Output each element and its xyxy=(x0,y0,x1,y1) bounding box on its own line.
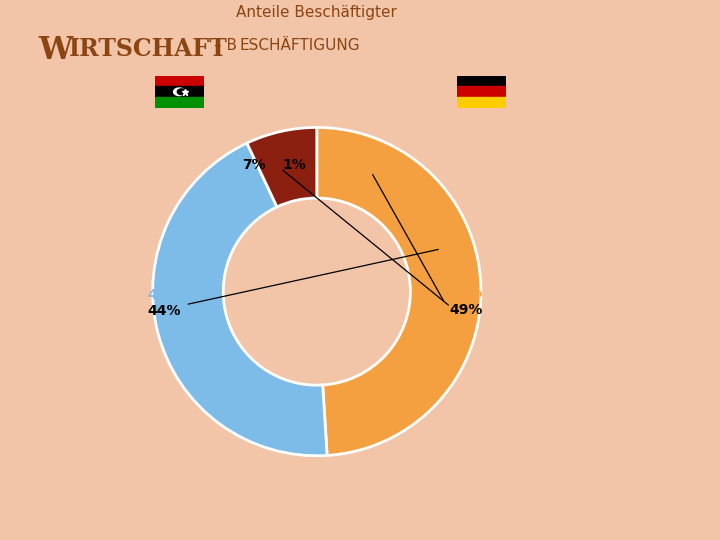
Text: ESCHÄFTIGUNG: ESCHÄFTIGUNG xyxy=(240,38,361,53)
Bar xyxy=(155,86,204,97)
Text: 7%: 7% xyxy=(243,158,266,172)
Text: 45%: 45% xyxy=(147,288,181,302)
Wedge shape xyxy=(153,143,327,456)
Wedge shape xyxy=(247,127,317,207)
Bar xyxy=(155,76,204,86)
Text: 54%: 54% xyxy=(450,286,483,300)
Polygon shape xyxy=(177,89,186,94)
Text: 44%: 44% xyxy=(147,305,181,318)
Polygon shape xyxy=(174,88,185,96)
Text: IRTSCHAFT: IRTSCHAFT xyxy=(68,37,228,60)
Bar xyxy=(457,76,506,86)
Text: 1%: 1% xyxy=(282,158,306,172)
Bar xyxy=(155,97,204,108)
Bar xyxy=(457,97,506,108)
Wedge shape xyxy=(317,127,481,455)
Text: 49%: 49% xyxy=(450,302,483,316)
Text: Anteile Beschäftigter: Anteile Beschäftigter xyxy=(236,5,397,20)
Text: – B: – B xyxy=(214,38,237,53)
Bar xyxy=(457,86,506,97)
Text: W: W xyxy=(38,36,72,66)
